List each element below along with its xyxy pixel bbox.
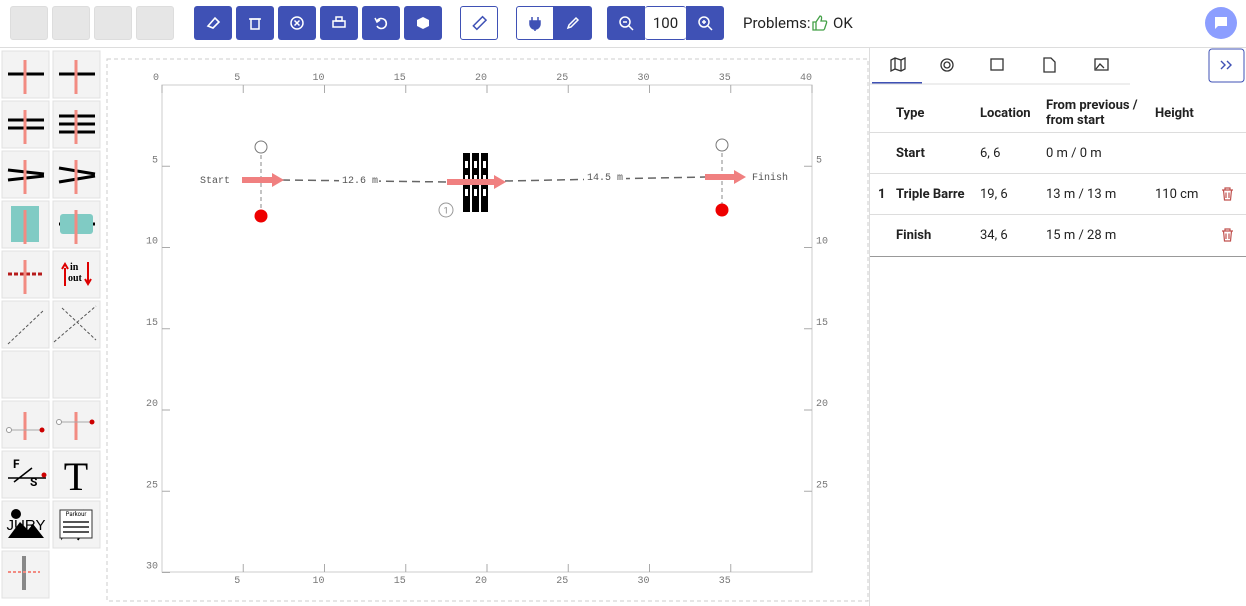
ruler-label: 0 [153,73,159,84]
cell-type: Triple Barre [896,187,965,202]
toolbar-separator [0,47,1246,48]
ruler-label: 25 [556,73,568,84]
out-label: out [68,273,83,284]
table-header: Height [1155,106,1194,121]
cell-location: 34, 6 [980,228,1008,243]
ruler-label: 25 [816,480,828,491]
cell-type: Start [896,146,925,161]
ruler-button[interactable] [460,6,498,40]
ruler-label: 40 [800,73,812,84]
row-separator [870,173,1246,174]
zoom-input[interactable]: 100 [645,6,686,40]
ruler-label: 20 [146,399,158,410]
table-header: From previous / from start [1046,98,1138,128]
ruler-label: 30 [146,562,158,573]
table-header: Type [896,106,925,121]
thumbs-up-icon [812,15,828,31]
ruler-label: 20 [816,399,828,410]
zoom-in-button[interactable] [686,6,724,40]
ruler-label: 5 [234,576,240,587]
text-tool: T [64,454,88,499]
finish-label: Finish [752,172,788,184]
cell-location: 19, 6 [980,187,1008,202]
eraser-button[interactable] [194,6,232,40]
ruler-label: 35 [719,576,731,587]
ruler-label: 5 [234,73,240,84]
ruler-label: 20 [475,576,487,587]
panel-tabs [870,48,1245,85]
draw-button[interactable] [554,6,592,40]
start-label: Start [200,176,230,187]
chat-button[interactable] [1205,7,1237,39]
distance-label: 12.6 m [342,176,378,187]
delete-row-button[interactable] [1221,228,1234,242]
ruler-label: 10 [816,237,828,248]
cell-type: Finish [896,228,932,243]
zoom-out-button[interactable] [607,6,645,40]
course-canvas: 0 5 10 15 20 25 30 35 405 10 15 20 25 30 3551015202530… [106,58,869,602]
print-button[interactable] [320,6,358,40]
cell-height: 110 cm [1155,187,1199,202]
connect-button[interactable] [516,6,554,40]
cell-distance: 0 m / 0 m [1046,146,1102,161]
ruler-label: 30 [637,73,649,84]
distance-label: 14.5 m [587,173,623,184]
s-label: S [30,475,37,489]
ruler-label: 10 [146,237,158,248]
ruler-label: 10 [312,576,324,587]
parkour-label: Parkour [66,511,87,518]
ruler-label: 15 [394,73,406,84]
ruler-label: 20 [475,73,487,84]
ruler-label: 25 [556,576,568,587]
disabled-button [136,6,174,40]
disabled-button [52,6,90,40]
panel-border [869,48,870,606]
cell-number: 1 [878,187,886,202]
f-label: F [13,457,20,471]
status-text: OK [833,14,853,32]
undo-button[interactable] [362,6,400,40]
ruler-label: 15 [394,576,406,587]
problems-label: Problems: [743,14,811,32]
3d-button[interactable] [404,6,442,40]
row-separator [870,214,1246,215]
in-label: in [70,262,79,273]
table-header: Location [980,106,1031,121]
ruler-label: 35 [719,73,731,84]
disabled-button [10,6,48,40]
clear-button[interactable] [278,6,316,40]
delete-button[interactable] [236,6,274,40]
cell-distance: 13 m / 13 m [1046,187,1117,202]
row-separator [870,132,1246,133]
ruler-label: 5 [816,155,822,166]
ruler-label: 30 [637,576,649,587]
table-bottom [870,256,1246,257]
ruler-label: 15 [146,318,158,329]
palette: in out F S T JURY Parkour [1,50,101,599]
delete-row-button[interactable] [1221,187,1234,201]
cell-distance: 15 m / 28 m [1046,228,1117,243]
ruler-label: 25 [146,480,158,491]
disabled-button [94,6,132,40]
jury-label: JURY [7,517,46,534]
obstacle-number: 1 [443,207,448,217]
ruler-label: 10 [312,73,324,84]
cell-location: 6, 6 [980,146,1001,161]
ruler-label: 5 [152,155,158,166]
ruler-label: 15 [816,318,828,329]
